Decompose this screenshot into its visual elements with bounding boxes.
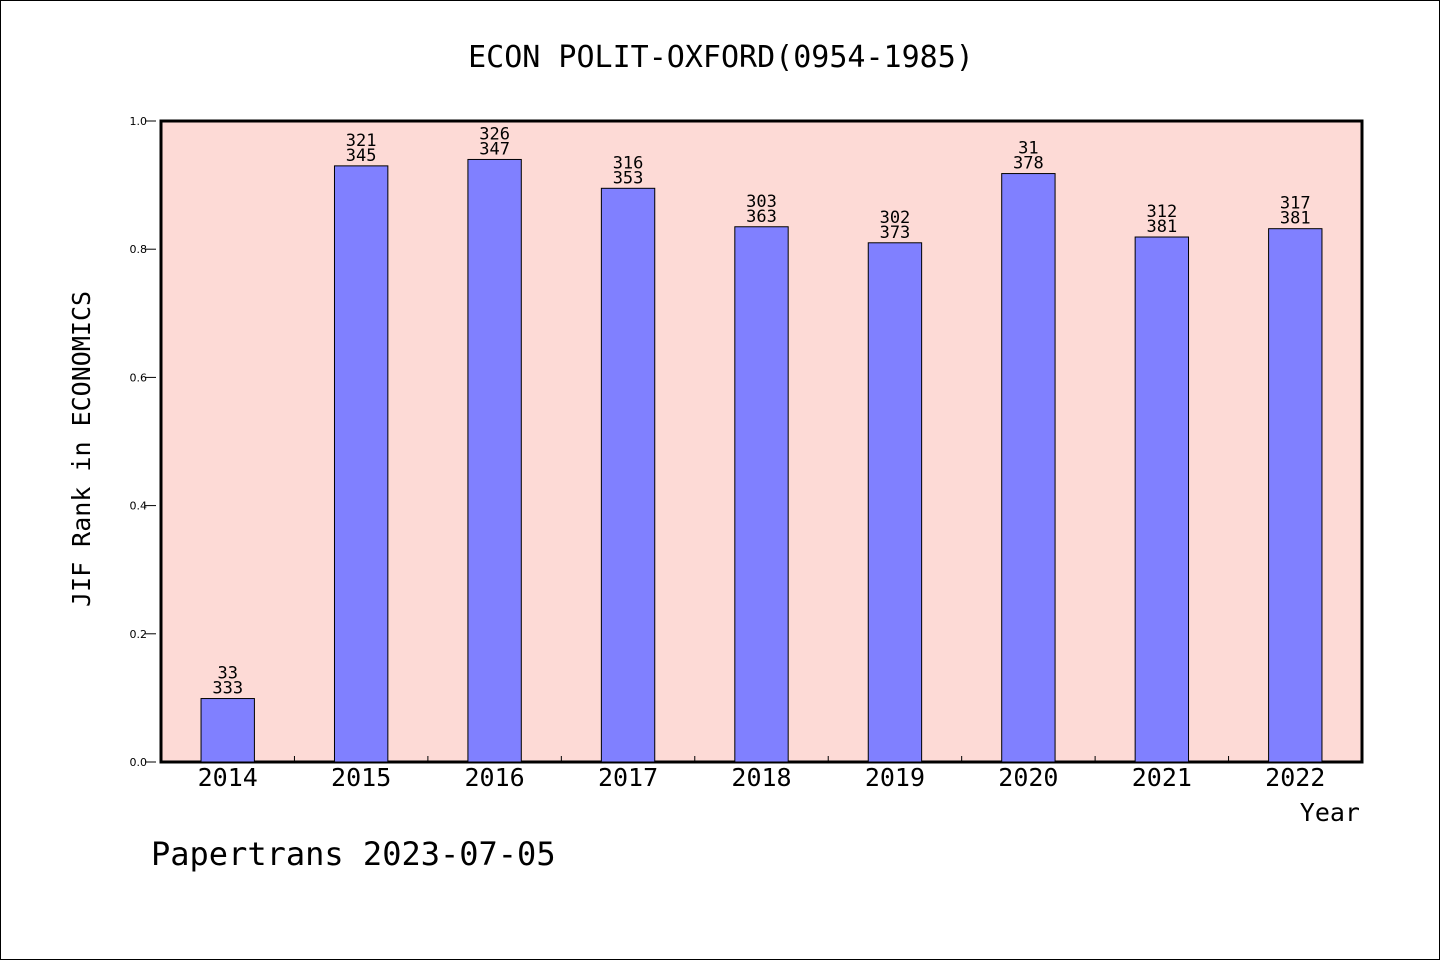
bar-rank-label: 31 (1018, 139, 1038, 159)
x-tick-label: 2019 (865, 763, 925, 792)
bar (867, 242, 923, 763)
bar-total-label: 353 (613, 168, 644, 188)
bar-total-label: 333 (212, 679, 243, 699)
x-tick-label: 2018 (731, 763, 791, 792)
bar-total-label: 373 (880, 223, 911, 243)
bar (734, 226, 789, 763)
bar (333, 165, 389, 763)
y-tick-label: 0.6 (130, 371, 148, 384)
y-tick-label: 0.8 (130, 243, 148, 256)
bars (200, 158, 1323, 763)
chart-title: ECON POLIT-OXFORD(0954-1985) (468, 40, 974, 75)
bar (467, 158, 522, 763)
bar-rank-label: 321 (346, 131, 377, 151)
bar-rank-label: 303 (746, 192, 777, 212)
x-tick-label: 2016 (465, 763, 525, 792)
x-tick-label: 2017 (598, 763, 658, 792)
bar (1268, 228, 1323, 763)
y-axis-label: JIF Rank in ECONOMICS (67, 291, 96, 607)
x-axis-label: Year (1300, 798, 1360, 827)
bar (1001, 173, 1056, 763)
bar-rank-label: 317 (1280, 194, 1311, 214)
x-tick-label: 2022 (1265, 763, 1325, 792)
x-tick-label: 2014 (198, 763, 258, 792)
y-tick-label: 1.0 (130, 115, 148, 128)
bar (1134, 236, 1190, 763)
bar-total-label: 363 (746, 207, 777, 227)
x-axis-ticks: 2014 2015 2016 2017 2018 2019 2020 2021 2022 (198, 756, 1325, 792)
bar-total-label: 347 (479, 139, 510, 159)
y-axis-ticks: 0.0 0.2 0.4 0.6 0.8 1.0 (130, 115, 156, 769)
y-tick-label: 0.4 (130, 500, 148, 513)
bar-total-label: 381 (1280, 209, 1311, 229)
bar-rank-label: 326 (479, 124, 510, 144)
bar (600, 187, 656, 763)
bar-rank-label: 312 (1146, 202, 1177, 222)
y-tick-label: 0.2 (130, 628, 148, 641)
bar-rank-label: 33 (217, 664, 237, 684)
x-tick-label: 2021 (1132, 763, 1192, 792)
footer-credit: Papertrans 2023-07-05 (151, 835, 556, 873)
x-tick-label: 2020 (998, 763, 1058, 792)
bar-total-label: 381 (1146, 217, 1177, 237)
bar-rank-label: 316 (613, 153, 644, 173)
x-tick-label: 2015 (331, 763, 391, 792)
bar (200, 698, 255, 763)
bar-total-label: 345 (346, 146, 377, 166)
bar-rank-label: 302 (880, 208, 911, 228)
bar-total-label: 378 (1013, 154, 1044, 174)
y-tick-label: 0.0 (130, 756, 148, 769)
